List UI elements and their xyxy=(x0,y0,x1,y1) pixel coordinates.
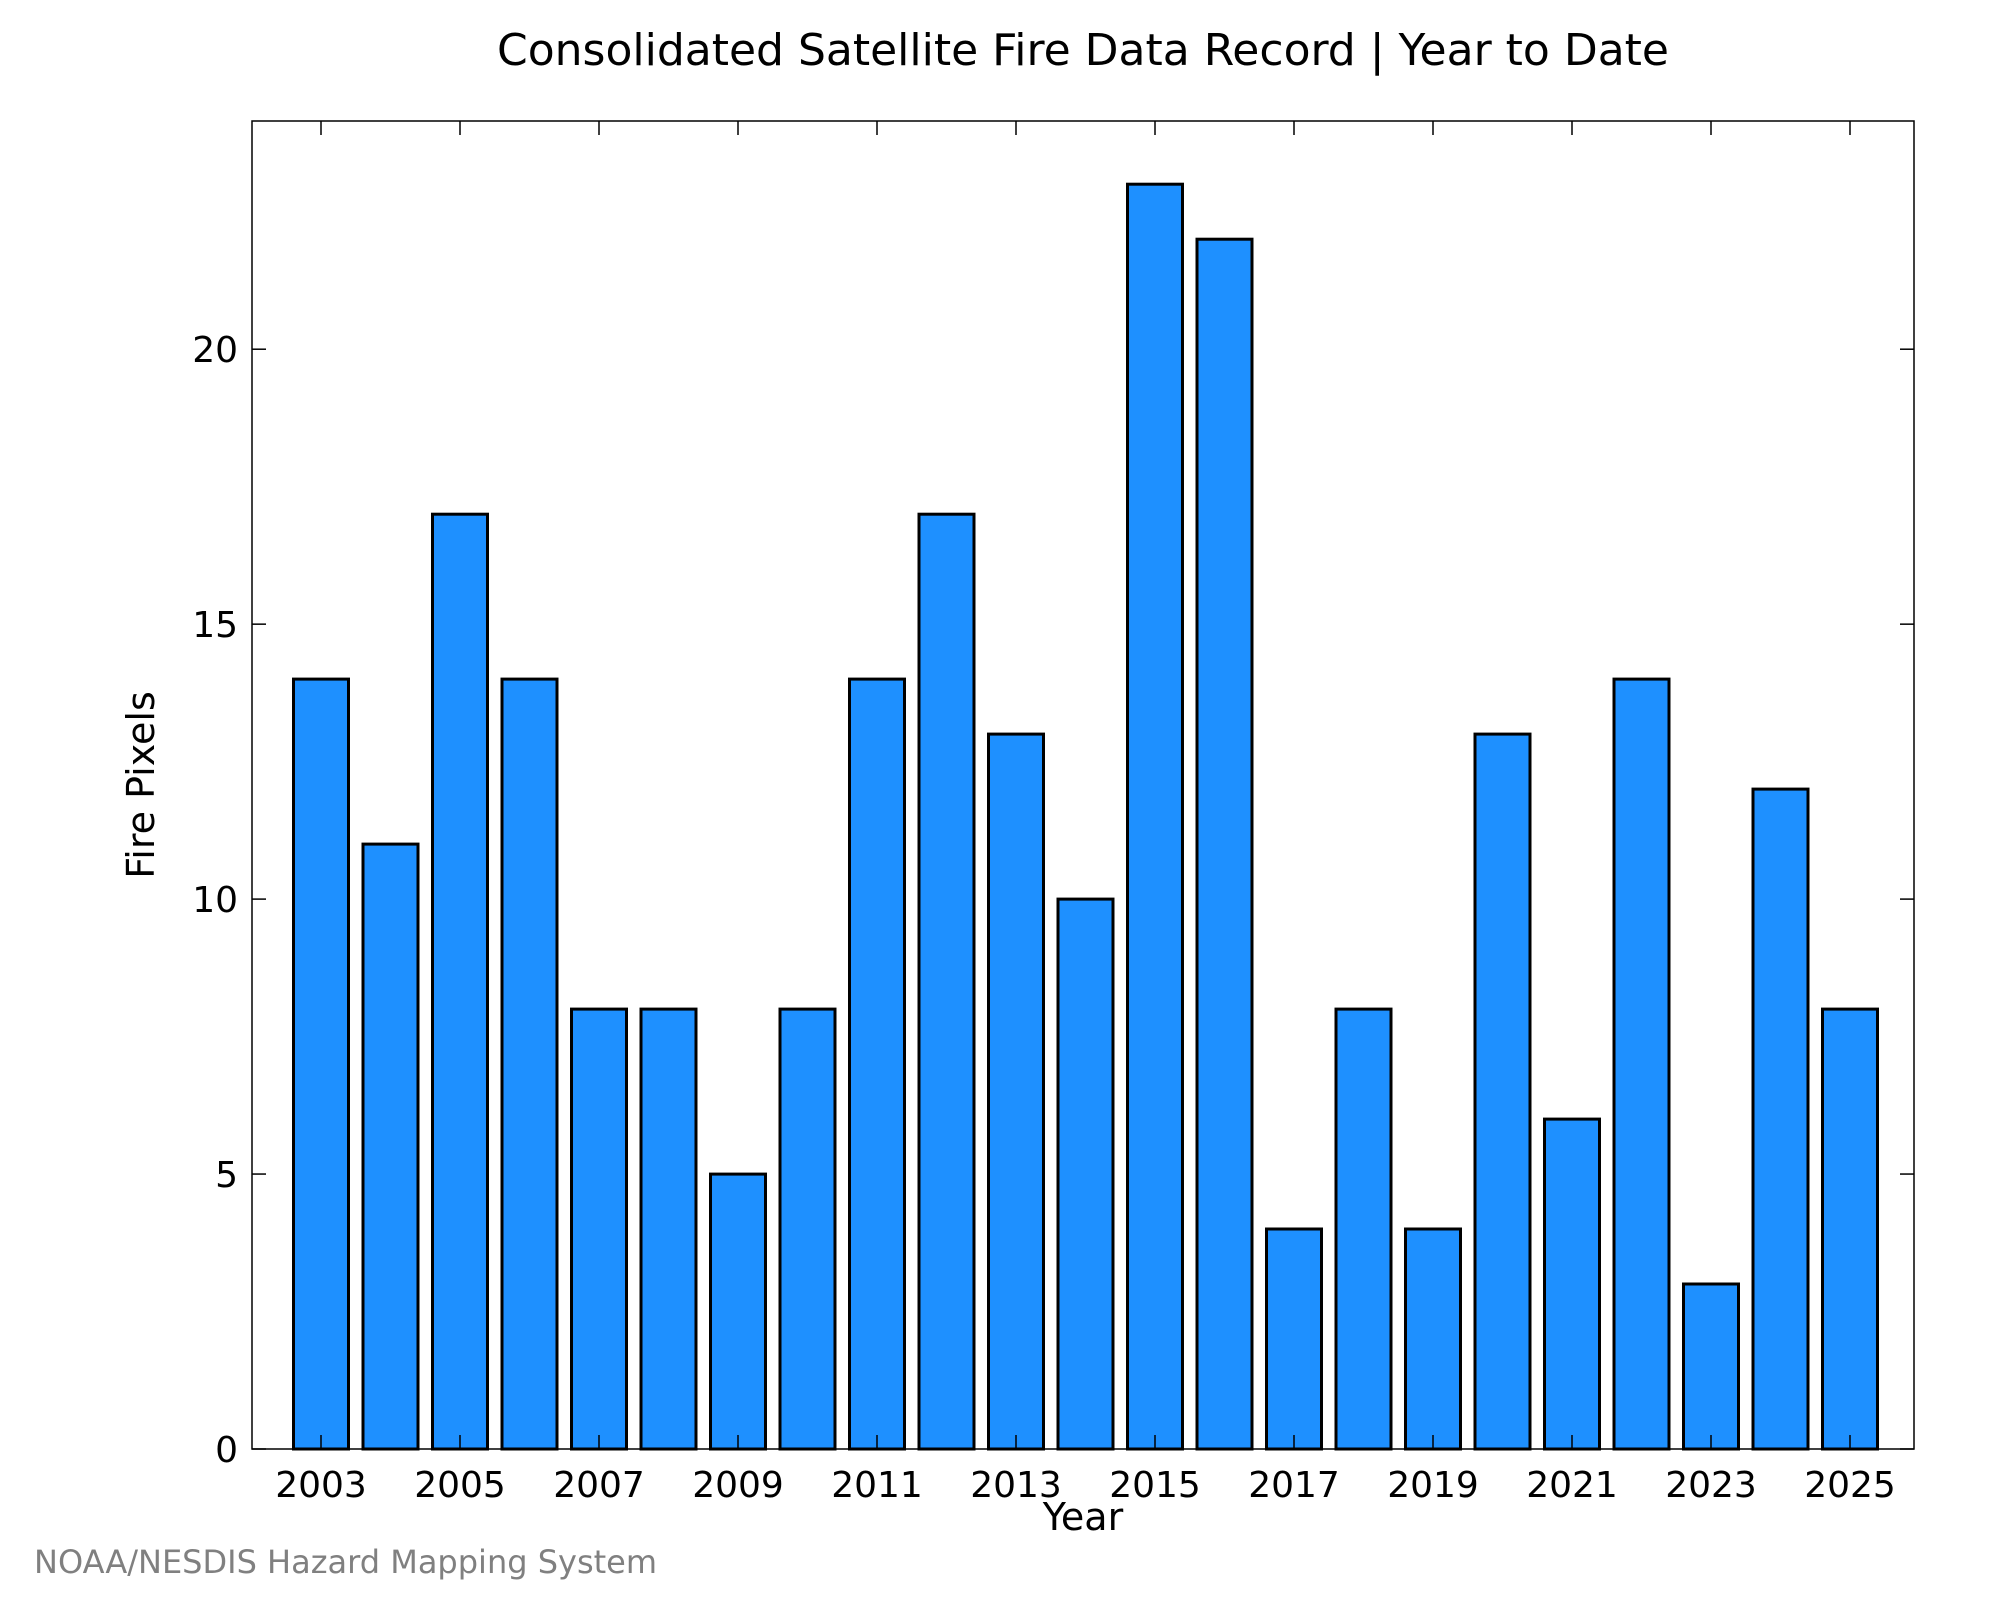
bar-2015 xyxy=(1126,182,1184,1451)
bar-2020 xyxy=(1473,732,1532,1451)
x-axis-label: Year xyxy=(1042,1495,1124,1539)
x-tick-label: 2013 xyxy=(970,1465,1062,1506)
x-tick-label: 2009 xyxy=(692,1465,784,1506)
bar-2010 xyxy=(778,1007,837,1451)
bar-2008 xyxy=(639,1007,698,1451)
bar-2011 xyxy=(848,677,906,1451)
bar-2012 xyxy=(917,512,976,1451)
bar-2013 xyxy=(987,732,1045,1451)
y-tick-label: 0 xyxy=(215,1430,238,1471)
chart-title: Consolidated Satellite Fire Data Record … xyxy=(497,25,1669,76)
bar-2021 xyxy=(1543,1117,1601,1451)
x-tick-label: 2025 xyxy=(1804,1465,1896,1506)
y-tick-label: 5 xyxy=(215,1155,238,1196)
source-note: NOAA/NESDIS Hazard Mapping System xyxy=(34,1543,657,1581)
x-tick-label: 2005 xyxy=(414,1465,506,1506)
x-tick-label: 2023 xyxy=(1665,1465,1757,1506)
bar-2005 xyxy=(431,512,489,1451)
y-tick-label: 20 xyxy=(192,330,238,371)
x-tick-label: 2007 xyxy=(553,1465,645,1506)
bar-2017 xyxy=(1265,1227,1323,1451)
x-tick-label: 2003 xyxy=(275,1465,367,1506)
bar-2003 xyxy=(292,677,350,1451)
bar-2019 xyxy=(1404,1227,1462,1451)
y-axis-ticks: 0 5 10 15 20 xyxy=(192,330,1914,1471)
plot-frame xyxy=(251,120,1915,1450)
x-tick-label: 2011 xyxy=(831,1465,923,1506)
bar-2018 xyxy=(1334,1007,1393,1451)
y-tick-label: 15 xyxy=(192,605,238,646)
bar-2006 xyxy=(500,677,559,1451)
x-axis-ticks: 2003 2005 2007 2009 2011 2013 2015 2017 2019 2021… xyxy=(275,121,1896,1506)
y-axis-label: Fire Pixels xyxy=(119,691,163,879)
y-tick-label: 10 xyxy=(192,880,238,921)
x-tick-label: 2021 xyxy=(1526,1465,1618,1506)
bar-2024 xyxy=(1751,787,1810,1451)
bar-2007 xyxy=(570,1007,628,1451)
x-tick-label: 2015 xyxy=(1109,1465,1201,1506)
x-tick-label: 2017 xyxy=(1248,1465,1340,1506)
x-tick-label: 2019 xyxy=(1387,1465,1479,1506)
bar-2025 xyxy=(1821,1007,1879,1451)
bar-2023 xyxy=(1682,1282,1740,1451)
bar-2016 xyxy=(1195,237,1254,1451)
bars xyxy=(292,182,1879,1451)
bar-2004 xyxy=(361,842,420,1451)
bar-2022 xyxy=(1612,677,1671,1451)
bar-2009 xyxy=(709,1172,767,1451)
bar-2014 xyxy=(1056,897,1115,1451)
